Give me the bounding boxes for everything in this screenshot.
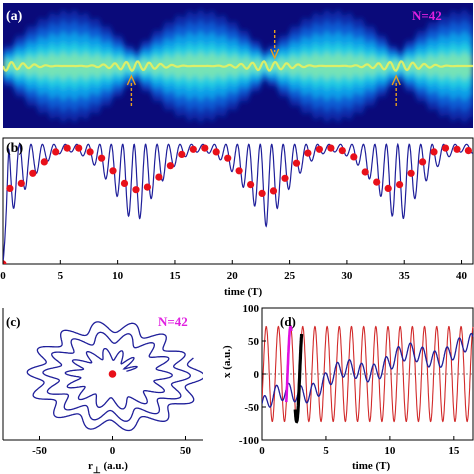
marker-point [373,178,381,186]
marker-point [155,173,163,181]
marker-point [189,145,197,153]
marker-point [396,181,404,189]
x-tick-label: 5 [323,445,329,457]
marker-point [315,145,323,153]
panel-c-label: (c) [6,314,20,329]
panel-b-x-axis-label: time (T) [224,286,263,298]
panel-d-black-highlight [293,333,304,424]
marker-point [40,158,48,166]
arrow-up-0 [126,74,137,106]
marker-point [224,154,232,162]
x-tick-label: 50 [180,445,192,457]
marker-point [75,144,83,152]
marker-point [338,147,346,155]
panel-c-annotation: N=42 [158,314,188,329]
y-tick-label: -50 [244,402,259,414]
marker-point [212,148,220,156]
marker-point [384,184,392,192]
marker-point [63,144,71,152]
marker-point [281,174,289,182]
marker-point [407,169,415,177]
x-tick-label: 20 [227,270,239,282]
marker-point [98,154,106,162]
panel-b-markers [3,144,472,264]
panel-c-x-ticks: -50 0 50 [32,436,191,457]
x-tick-label: 40 [456,270,468,282]
x-tick-label: 10 [112,270,124,282]
x-tick-label: 15 [448,445,460,457]
marker-point [292,159,301,167]
marker-point [132,186,140,194]
panel-d-y-axis-label: x (a.u.) [221,345,233,378]
panel-a: (a) N=42 [3,3,473,128]
marker-point [6,184,14,192]
marker-point [201,144,209,152]
marker-point [235,167,243,175]
x-tick-label: 15 [169,270,181,282]
panel-d-x-axis-label: time (T) [352,460,391,472]
marker-point [29,169,37,177]
panel-b-oscillating-curve [3,142,473,264]
x-tick-label: 25 [284,270,296,282]
panel-a-arrows [126,30,401,106]
panel-c: -50 0 50 (c) N=42 r⊥ (a.u.) [2,308,203,474]
panel-b-x-ticks: 0 5 10 15 20 25 30 35 40 [0,260,468,282]
marker-point [166,162,174,170]
marker-point [247,181,255,189]
marker-point [453,145,461,153]
marker-point [464,147,472,155]
heatmap-center-ridge [3,59,473,73]
marker-point [441,144,450,152]
x-tick-label: 10 [384,445,396,457]
y-tick-label: 100 [243,303,260,315]
y-tick-label: 50 [248,336,260,348]
marker-point [3,260,7,264]
marker-point [86,148,94,156]
panel-b: 0 5 10 15 20 25 30 35 40 (b) time (T) [0,137,474,298]
panel-c-center-point [108,370,117,378]
x-tick-label: 5 [58,270,64,282]
panel-d-ticks: 0 5 10 15 -100 -50 0 50 100 [239,303,460,457]
x-tick-label: 0 [259,445,265,457]
y-tick-label: 0 [254,369,260,381]
marker-point [120,179,129,187]
arrow-up-2 [391,74,401,106]
marker-point [419,158,427,166]
marker-point [109,167,117,175]
marker-point [143,183,151,191]
panel-b-label: (b) [6,141,23,156]
x-tick-label: -50 [32,445,47,457]
panel-d: 0 5 10 15 -100 -50 0 50 100 (d) time (T) x (a.u.… [221,303,474,472]
x-tick-label: 0 [0,270,6,282]
x-tick-label: 30 [341,270,353,282]
marker-point [178,150,186,158]
marker-point [430,148,438,156]
panel-c-trajectory [26,321,203,432]
marker-point [269,187,278,195]
marker-point [17,179,25,187]
arrow-down-1 [270,30,280,60]
marker-point [258,189,266,197]
panel-a-annotation: N=42 [412,8,442,23]
marker-point [327,144,335,152]
marker-point [361,168,369,176]
marker-point [304,149,312,157]
x-tick-label: 35 [399,270,411,282]
marker-point [52,148,60,156]
panel-a-heatmap [3,9,473,123]
panel-d-magenta-highlight [285,325,293,403]
panel-a-label: (a) [6,9,23,24]
marker-point [350,153,358,161]
panel-b-frame [2,137,474,265]
panel-d-label: (d) [280,314,296,329]
x-tick-label: 0 [110,445,116,457]
y-tick-label: -100 [239,435,260,447]
panel-c-x-axis-label: r⊥ (a.u.) [88,460,128,474]
